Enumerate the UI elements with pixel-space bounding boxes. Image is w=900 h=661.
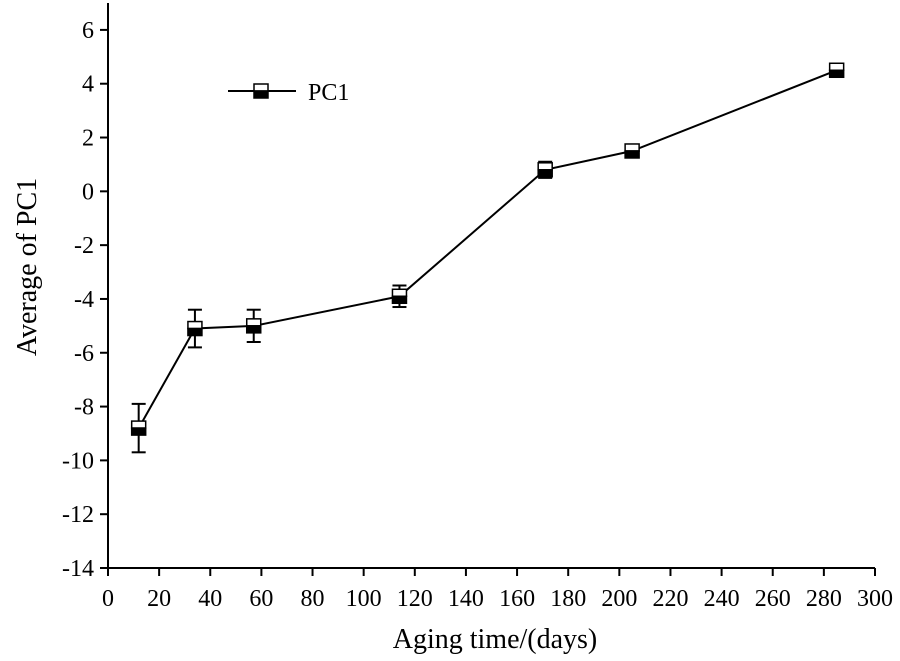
x-axis-title: Aging time/(days) <box>393 624 598 655</box>
legend-marker-bottom <box>253 90 269 99</box>
y-tick-label: 6 <box>82 18 94 44</box>
x-tick-label: 220 <box>652 586 688 612</box>
x-tick-label: 160 <box>499 586 535 612</box>
series-layer <box>130 62 845 454</box>
y-tick-label: -10 <box>62 448 94 474</box>
x-tick-label: 120 <box>397 586 433 612</box>
data-point-lower <box>391 295 408 305</box>
x-tick-label: 300 <box>857 586 893 612</box>
x-tick-label: 200 <box>601 586 637 612</box>
data-point-upper <box>130 420 147 429</box>
data-point-lower <box>187 327 203 337</box>
legend-marker-top <box>253 83 269 92</box>
data-point-lower <box>130 427 147 436</box>
legend: PC1 <box>228 80 349 106</box>
x-tick-label: 240 <box>704 586 740 612</box>
x-tick-label: 80 <box>301 586 325 612</box>
y-tick-label: -6 <box>74 341 94 367</box>
x-tick-label: 280 <box>806 586 842 612</box>
x-tick-label: 20 <box>147 586 171 612</box>
x-tick-label: 60 <box>249 586 273 612</box>
data-point-upper <box>537 162 553 171</box>
x-tick-label: 140 <box>448 586 484 612</box>
axis-ticks: 0 20 40 60 80 100 120 140 160 180 200 220 240 260 280 3… <box>62 18 893 612</box>
y-axis-title: Average of PC1 <box>12 178 43 356</box>
data-point-lower <box>537 169 553 178</box>
legend-label: PC1 <box>308 80 349 106</box>
y-tick-label: 2 <box>82 126 94 152</box>
x-tick-label: 180 <box>550 586 586 612</box>
data-point-upper <box>187 320 203 330</box>
data-point-lower <box>624 150 640 159</box>
data-point-lower <box>828 69 845 79</box>
y-tick-label: -12 <box>62 502 94 528</box>
data-point-upper <box>828 62 845 72</box>
y-tick-label: 0 <box>82 179 94 205</box>
x-tick-label: 100 <box>346 586 382 612</box>
y-tick-label: -14 <box>62 556 94 582</box>
y-tick-label: 4 <box>82 72 94 98</box>
axes <box>107 3 875 569</box>
data-point-upper <box>624 143 640 152</box>
y-tick-label: -2 <box>74 233 94 259</box>
data-point-upper <box>245 318 262 327</box>
data-point-upper <box>391 288 408 298</box>
data-point-lower <box>245 325 262 334</box>
x-tick-label: 40 <box>198 586 222 612</box>
x-tick-label: 260 <box>755 586 791 612</box>
series-line <box>137 69 837 429</box>
y-tick-label: -8 <box>74 395 94 421</box>
x-tick-label: 0 <box>102 586 114 612</box>
y-tick-label: -4 <box>74 287 94 313</box>
